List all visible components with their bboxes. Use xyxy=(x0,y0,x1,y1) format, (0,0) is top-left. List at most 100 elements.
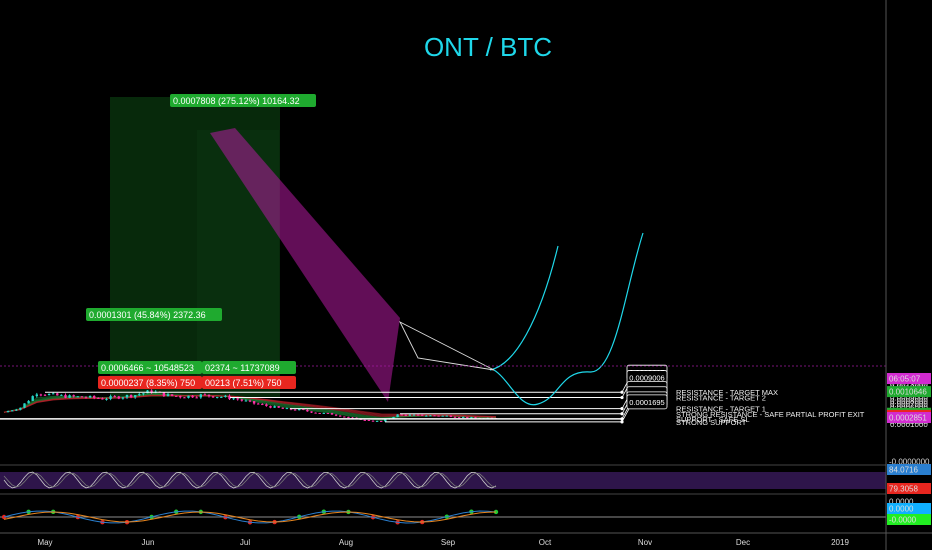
candle xyxy=(404,414,407,416)
price-tag xyxy=(887,464,931,475)
candle xyxy=(384,419,387,422)
candle xyxy=(175,395,178,397)
candle xyxy=(261,404,264,406)
y-tick-label: 0.0007000 xyxy=(890,400,928,409)
wedge-pattern xyxy=(398,320,495,371)
measure-box xyxy=(202,361,296,374)
candle xyxy=(109,396,112,399)
level-label: STRONG RESISTANCE - SAFE PARTIAL PROFIT … xyxy=(676,410,865,419)
level-value: 0.0009006 xyxy=(629,374,664,383)
candle xyxy=(273,406,276,408)
candle xyxy=(84,397,88,399)
price-tag-text: -0.0000 xyxy=(889,516,917,525)
candle xyxy=(330,413,334,415)
level-value: 0.0001695 xyxy=(629,398,664,407)
candle xyxy=(170,394,174,396)
candle xyxy=(380,420,383,422)
candle xyxy=(429,415,432,417)
x-tick-label: Jul xyxy=(240,538,250,547)
candle xyxy=(457,417,461,419)
level-value-box xyxy=(626,394,668,410)
candle xyxy=(302,409,305,411)
candle xyxy=(220,396,223,398)
candle xyxy=(343,416,346,418)
decline-channel xyxy=(210,128,400,402)
candle xyxy=(121,397,125,399)
candle xyxy=(207,394,211,397)
macd-cross-dot xyxy=(1,514,7,520)
candle xyxy=(134,395,137,398)
candle xyxy=(244,400,248,402)
x-tick-label: Oct xyxy=(539,538,552,547)
candle xyxy=(19,407,22,410)
macd-signal-line xyxy=(3,511,497,523)
candle xyxy=(47,393,51,396)
candle xyxy=(252,401,256,404)
candle xyxy=(162,392,166,397)
price-tag xyxy=(887,386,931,398)
candle xyxy=(339,415,342,417)
x-tick-label: Dec xyxy=(736,538,750,547)
price-tag-text: 0.0010646 xyxy=(889,388,927,397)
measure-box-text: 0.0007808 (275.12%) 10164.32 xyxy=(173,96,300,106)
price-tag xyxy=(887,514,931,525)
price-tag xyxy=(887,373,931,384)
stoch-d-line xyxy=(3,472,497,488)
candle xyxy=(416,414,420,416)
measure-box xyxy=(170,94,316,107)
candle xyxy=(27,400,30,404)
candle xyxy=(470,417,473,419)
candle xyxy=(142,393,145,395)
candle xyxy=(351,417,354,419)
candle xyxy=(326,412,330,414)
candle xyxy=(117,396,120,399)
candle xyxy=(318,412,321,414)
measure-box xyxy=(98,376,202,389)
candle xyxy=(64,394,67,398)
y-tick-label: 0.0008000 xyxy=(890,397,928,406)
candle xyxy=(466,416,469,418)
level-label: RESISTANCE - TARGET 1 xyxy=(676,405,766,414)
measure-box-text: 0.0001301 (45.84%) 2372.36 xyxy=(89,310,206,320)
price-tag xyxy=(887,483,931,494)
candle xyxy=(367,419,371,421)
candle xyxy=(76,396,79,398)
candle xyxy=(129,394,133,398)
candle xyxy=(412,414,416,416)
candle xyxy=(433,415,436,417)
price-tag xyxy=(887,456,931,467)
price-tag-text: -0.0000000 xyxy=(889,458,930,467)
macd-line xyxy=(3,510,497,524)
stoch-k-line xyxy=(3,471,497,489)
candle xyxy=(60,394,63,396)
measure-box xyxy=(98,361,202,374)
level-label: SUPPORT - SAFE SL xyxy=(676,415,750,424)
candle xyxy=(445,415,448,417)
candle xyxy=(257,403,260,405)
candle xyxy=(105,398,108,400)
candle xyxy=(80,396,84,398)
x-tick-label: 2019 xyxy=(831,538,849,547)
candle xyxy=(236,398,239,400)
candle xyxy=(392,417,395,419)
candle xyxy=(322,412,325,414)
candle xyxy=(449,415,453,417)
candle xyxy=(363,419,366,421)
measure-box-text: 02374 ~ 11737089 xyxy=(205,363,280,373)
candle xyxy=(400,414,403,416)
candle xyxy=(474,417,477,419)
candle xyxy=(334,414,338,416)
candle xyxy=(88,395,92,398)
chart-title: ONT / BTC xyxy=(424,32,552,62)
candle xyxy=(23,403,26,408)
x-tick-label: Nov xyxy=(638,538,652,547)
candle xyxy=(281,407,284,409)
price-tag-text: 79.3058 xyxy=(889,485,918,494)
candle xyxy=(43,394,47,396)
candle xyxy=(224,395,227,397)
measure-box xyxy=(86,308,222,321)
price-tag xyxy=(887,496,931,507)
x-tick-label: Aug xyxy=(339,538,353,547)
measure-box-text: 0.0000237 (8.35%) 750 xyxy=(101,378,195,388)
